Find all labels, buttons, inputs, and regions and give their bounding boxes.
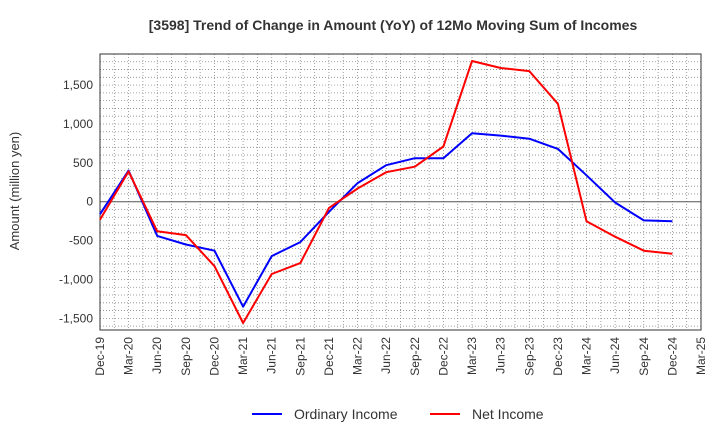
x-tick-label: Sep-22 [408,337,422,376]
x-tick-label: Sep-21 [293,337,307,376]
x-tick-label: Jun-21 [265,337,279,374]
x-tick-label: Mar-21 [236,337,250,375]
y-tick-label: 500 [73,156,93,170]
grid [100,53,701,330]
x-axis-ticks: Dec-19 Mar-20 Jun-20 Sep-20 Dec-20 Mar-21 Jun-… [93,337,708,376]
x-tick-label: Mar-22 [351,337,365,375]
y-tick-label: -1,500 [59,311,93,325]
x-tick-label: Sep-24 [637,337,651,376]
plot-border [99,53,702,331]
y-axis-label: Amount (million yen) [7,132,22,251]
y-axis-ticks: -1,500 -1,000 -500 0 500 1,000 1,500 [59,78,93,325]
legend: Ordinary Income Net Income [252,406,544,422]
x-tick-label: Jun-22 [379,337,393,374]
x-tick-label: Jun-23 [494,337,508,374]
series-line-net-income [99,60,673,324]
y-tick-label: -1,000 [59,272,93,286]
y-tick-label: -500 [69,234,93,248]
x-tick-label: Jun-24 [608,337,622,374]
x-tick-label: Sep-20 [179,337,193,376]
y-tick-label: 0 [86,195,93,209]
x-tick-label: Dec-23 [551,337,565,376]
y-tick-label: 1,000 [63,117,93,131]
chart-title: [3598] Trend of Change in Amount (YoY) o… [149,17,638,33]
x-tick-label: Jun-20 [150,337,164,374]
x-tick-label: Dec-19 [93,337,107,376]
x-tick-label: Dec-24 [665,337,679,376]
x-tick-label: Mar-24 [580,337,594,375]
x-tick-label: Sep-23 [522,337,536,376]
x-tick-label: Dec-20 [207,337,221,376]
series-lines [99,60,673,324]
x-tick-label: Mar-25 [694,337,708,375]
y-tick-label: 1,500 [63,78,93,92]
x-tick-label: Mar-23 [465,337,479,375]
x-tick-label: Dec-21 [322,337,336,376]
legend-label: Ordinary Income [294,406,398,422]
legend-label: Net Income [472,406,544,422]
x-tick-label: Dec-22 [436,337,450,376]
x-tick-label: Mar-20 [122,337,136,375]
